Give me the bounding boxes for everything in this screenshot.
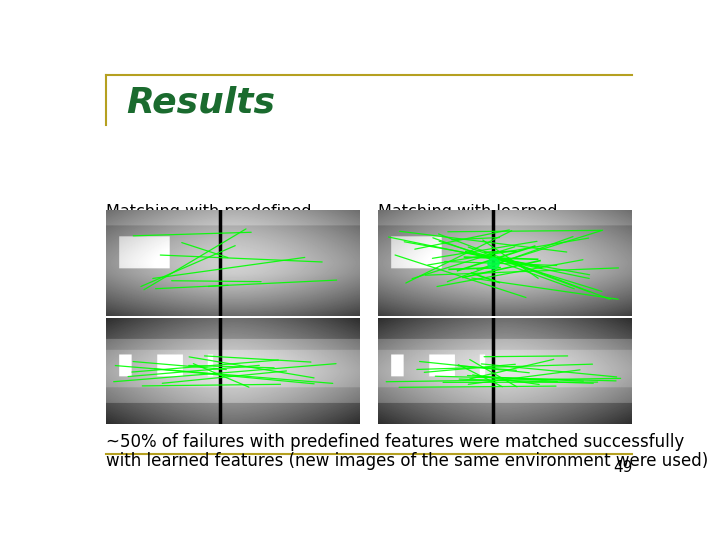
Text: 49: 49 bbox=[613, 460, 632, 475]
Text: Matching with predefined
hand-crafted feature transform: Matching with predefined hand-crafted fe… bbox=[106, 204, 356, 238]
Text: ~50% of failures with predefined features were matched successfully: ~50% of failures with predefined feature… bbox=[106, 433, 684, 451]
Text: Results: Results bbox=[126, 85, 275, 119]
Text: Matching with learned
(environment-specific) feature
transform: Matching with learned (environment-speci… bbox=[379, 204, 623, 258]
Text: with learned features (new images of the same environment were used): with learned features (new images of the… bbox=[106, 453, 708, 470]
